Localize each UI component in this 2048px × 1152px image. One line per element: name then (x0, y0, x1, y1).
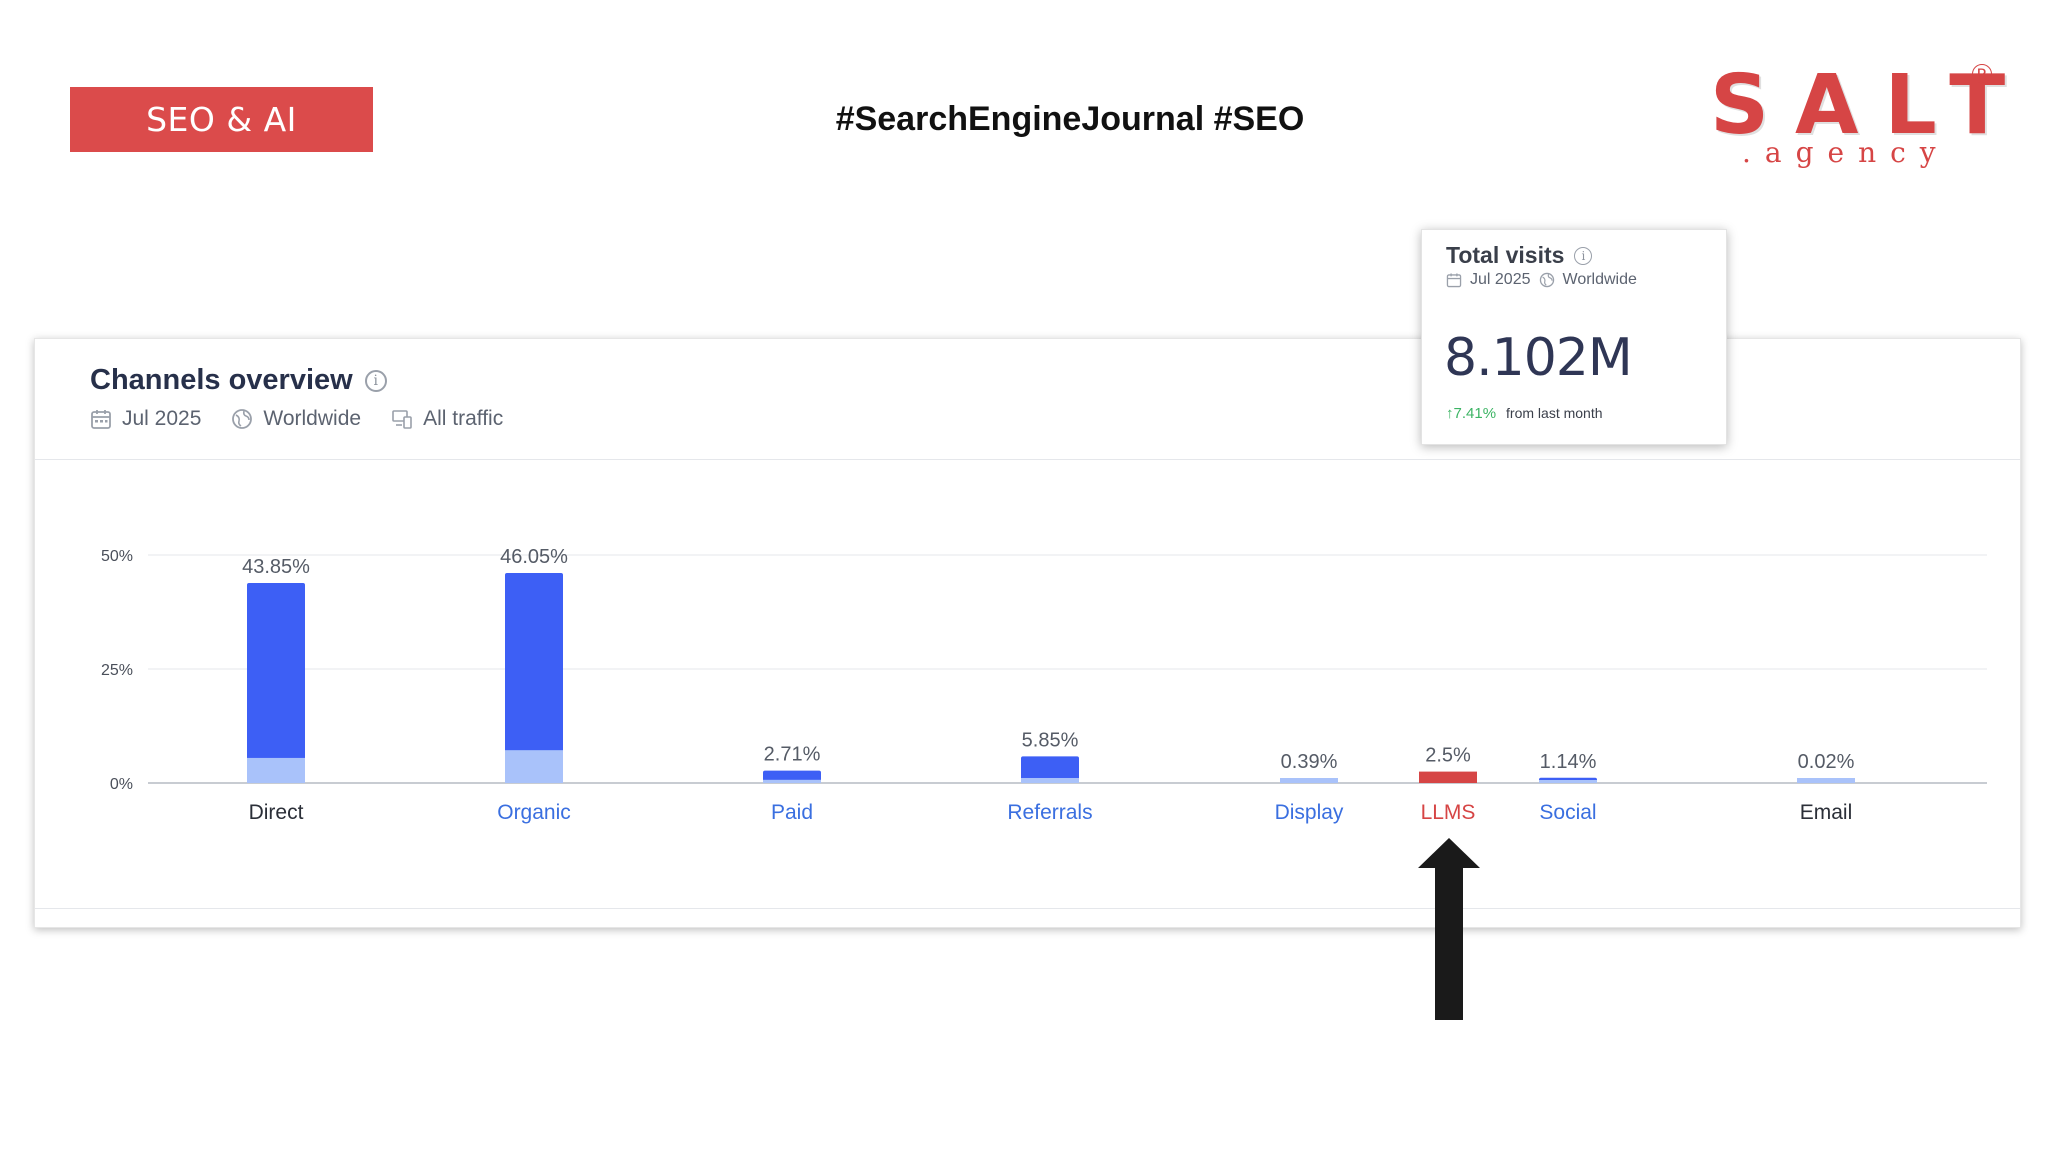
y-tick-label: 50% (101, 548, 133, 565)
category-label: Email (1800, 801, 1853, 824)
bar-segment (1021, 777, 1079, 783)
arrow-up-icon (1418, 838, 1480, 1020)
data-label: 0.39% (1281, 751, 1338, 773)
category-label: Paid (771, 801, 813, 824)
category-label: Social (1539, 801, 1596, 824)
bar-segment (763, 779, 821, 783)
channels-bar-chart: 0% 25% 50% 43.85% Direct 46.05% Organic 2.71% Pa… (101, 546, 1987, 824)
globe-icon (232, 409, 253, 429)
visits-card-meta: Jul 2025 Worldwide (1446, 271, 1637, 289)
data-label: 1.14% (1540, 751, 1597, 773)
registered-mark: R (1972, 64, 1992, 84)
panel-title-text: Channels overview (90, 364, 353, 396)
data-label: 0.02% (1798, 751, 1855, 773)
calendar-icon (91, 410, 111, 429)
visits-change-pct: ↑7.41% (1446, 405, 1496, 422)
bar-segment (247, 757, 305, 783)
meta-traffic: All traffic (423, 407, 504, 430)
salt-agency-logo: SALT R .agency (1700, 58, 2005, 178)
data-label: 5.85% (1022, 729, 1079, 751)
category-label: Display (1275, 801, 1344, 824)
data-label: 46.05% (500, 546, 568, 568)
info-icon[interactable]: i (1574, 246, 1593, 265)
devices-icon (392, 410, 412, 429)
arrow-up-icon: ↑ (1446, 405, 1454, 422)
topic-tag: SEO & AI (70, 87, 373, 152)
bar-segment (1280, 778, 1338, 783)
logo-subtitle: .agency (1742, 136, 1950, 169)
y-tick-label: 25% (101, 662, 133, 679)
category-label: LLMS (1421, 801, 1476, 824)
category-label: Organic (497, 801, 571, 824)
visits-change-text: from last month (1506, 405, 1603, 421)
panel-divider (35, 459, 2020, 460)
panel-meta: Jul 2025 Worldwide All traffic (90, 407, 503, 431)
bar (247, 583, 305, 783)
visits-card-date: Jul 2025 (1470, 271, 1531, 288)
visits-card-title-text: Total visits (1446, 242, 1565, 268)
globe-icon (1539, 272, 1554, 288)
visits-change: ↑7.41% from last month (1446, 405, 1603, 422)
category-label: Direct (249, 801, 304, 824)
bar (505, 573, 563, 783)
meta-region: Worldwide (263, 407, 362, 430)
info-icon[interactable]: i (364, 369, 387, 392)
bar-segment (1797, 778, 1855, 783)
data-label: 2.5% (1425, 745, 1471, 767)
panel-bottom-line (35, 908, 2020, 909)
data-label: 43.85% (242, 556, 310, 578)
hashtags-heading: #SearchEngineJournal #SEO (835, 100, 1305, 138)
category-label: Referrals (1007, 801, 1092, 824)
data-label: 2.71% (764, 744, 821, 766)
bar (1021, 756, 1079, 783)
logo-wordmark: SALT (1710, 58, 2032, 153)
bar-segment (505, 750, 563, 783)
total-visits-value: 8.102M (1444, 328, 1633, 388)
bar-segment (1539, 780, 1597, 783)
total-visits-card: Total visits i Jul 2025 Worldwide 8.102M… (1421, 229, 1727, 445)
visits-card-title: Total visits i (1446, 242, 1593, 269)
visits-change-value: 7.41% (1453, 405, 1497, 422)
y-tick-label: 0% (110, 776, 133, 793)
meta-date: Jul 2025 (122, 407, 202, 430)
visits-card-region: Worldwide (1562, 271, 1637, 288)
calendar-icon (1446, 273, 1462, 288)
bar-llms (1419, 771, 1477, 783)
panel-title: Channels overview i (90, 364, 387, 397)
